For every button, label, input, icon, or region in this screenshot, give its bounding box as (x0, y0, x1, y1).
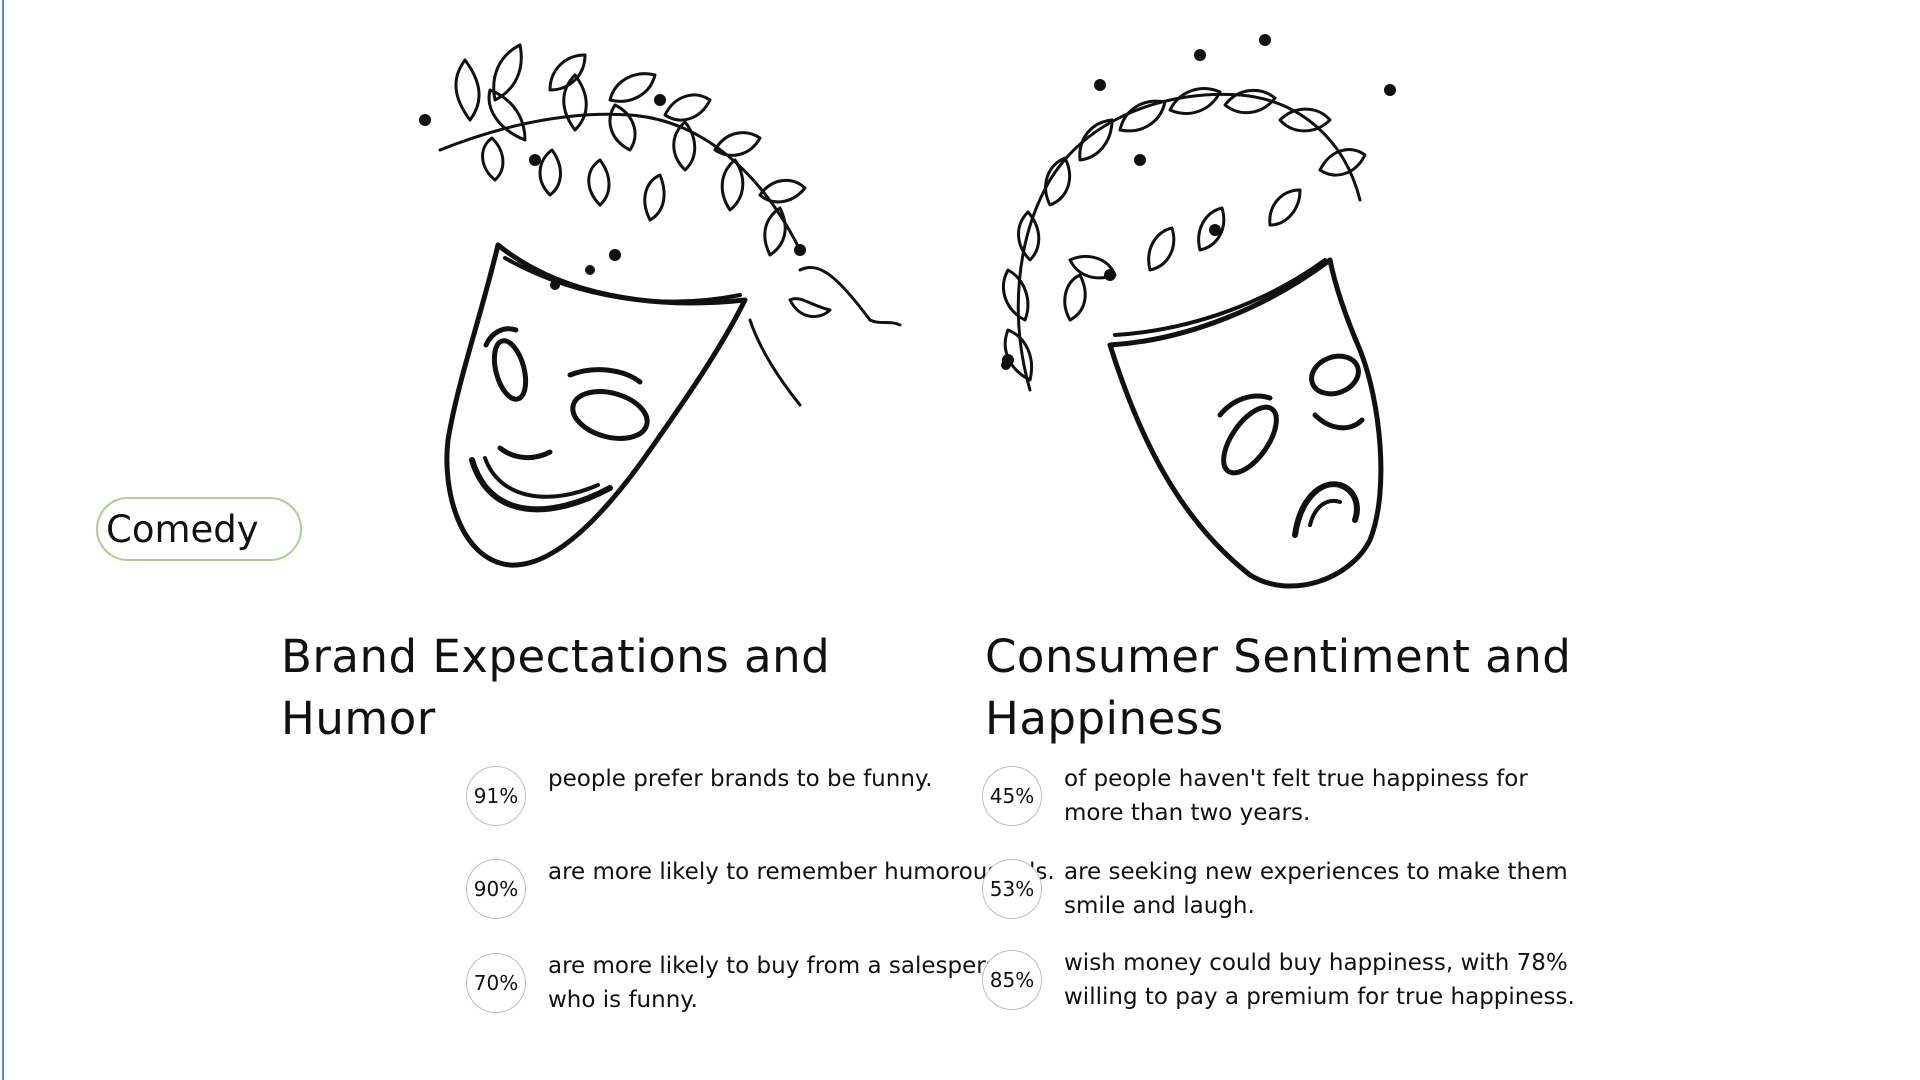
stat-percent-badge: 85% (982, 950, 1042, 1010)
stat-item: 91% people prefer brands to be funny. (466, 766, 1086, 836)
stat-percent-badge: 70% (466, 953, 526, 1013)
title-line-2: Humor (281, 692, 436, 745)
stat-item: 53% are seeking new experiences to make … (982, 859, 1602, 929)
section-title: Brand Expectations and Humor (281, 626, 921, 750)
stat-description: are seeking new experiences to make them… (1064, 859, 1568, 919)
tragedy-mask-icon (970, 20, 1430, 590)
stat-item: 85% wish money could buy happiness, with… (982, 950, 1602, 1020)
left-edge-rule (2, 0, 4, 1080)
stat-item: 45% of people haven't felt true happines… (982, 766, 1602, 836)
stat-percent-badge: 53% (982, 859, 1042, 919)
title-line-1: Brand Expectations and (281, 630, 831, 683)
brand-expectations-section: Brand Expectations and Humor (281, 626, 921, 750)
title-line-2: Happiness (985, 692, 1224, 745)
stat-item: 90% are more likely to remember humorous… (466, 859, 1086, 929)
stat-description: are more likely to remember humorous ads… (548, 859, 1055, 885)
stat-item: 70% are more likely to buy from a salesp… (466, 953, 1086, 1023)
consumer-sentiment-section: Consumer Sentiment and Happiness (985, 626, 1625, 750)
title-line-1: Consumer Sentiment and (985, 630, 1572, 683)
stat-description: of people haven't felt true happiness fo… (1064, 766, 1528, 826)
stat-percent-badge: 90% (466, 859, 526, 919)
section-title: Consumer Sentiment and Happiness (985, 626, 1625, 750)
comedy-tag: Comedy (96, 497, 302, 561)
stat-description: are more likely to buy from a salesperso… (548, 953, 1027, 1013)
comedy-mask-icon (400, 20, 940, 580)
stat-percent-badge: 45% (982, 766, 1042, 826)
stat-percent-badge: 91% (466, 766, 526, 826)
stat-description: people prefer brands to be funny. (548, 766, 933, 792)
stat-description: wish money could buy happiness, with 78%… (1064, 950, 1575, 1010)
comedy-tag-label: Comedy (106, 507, 259, 551)
